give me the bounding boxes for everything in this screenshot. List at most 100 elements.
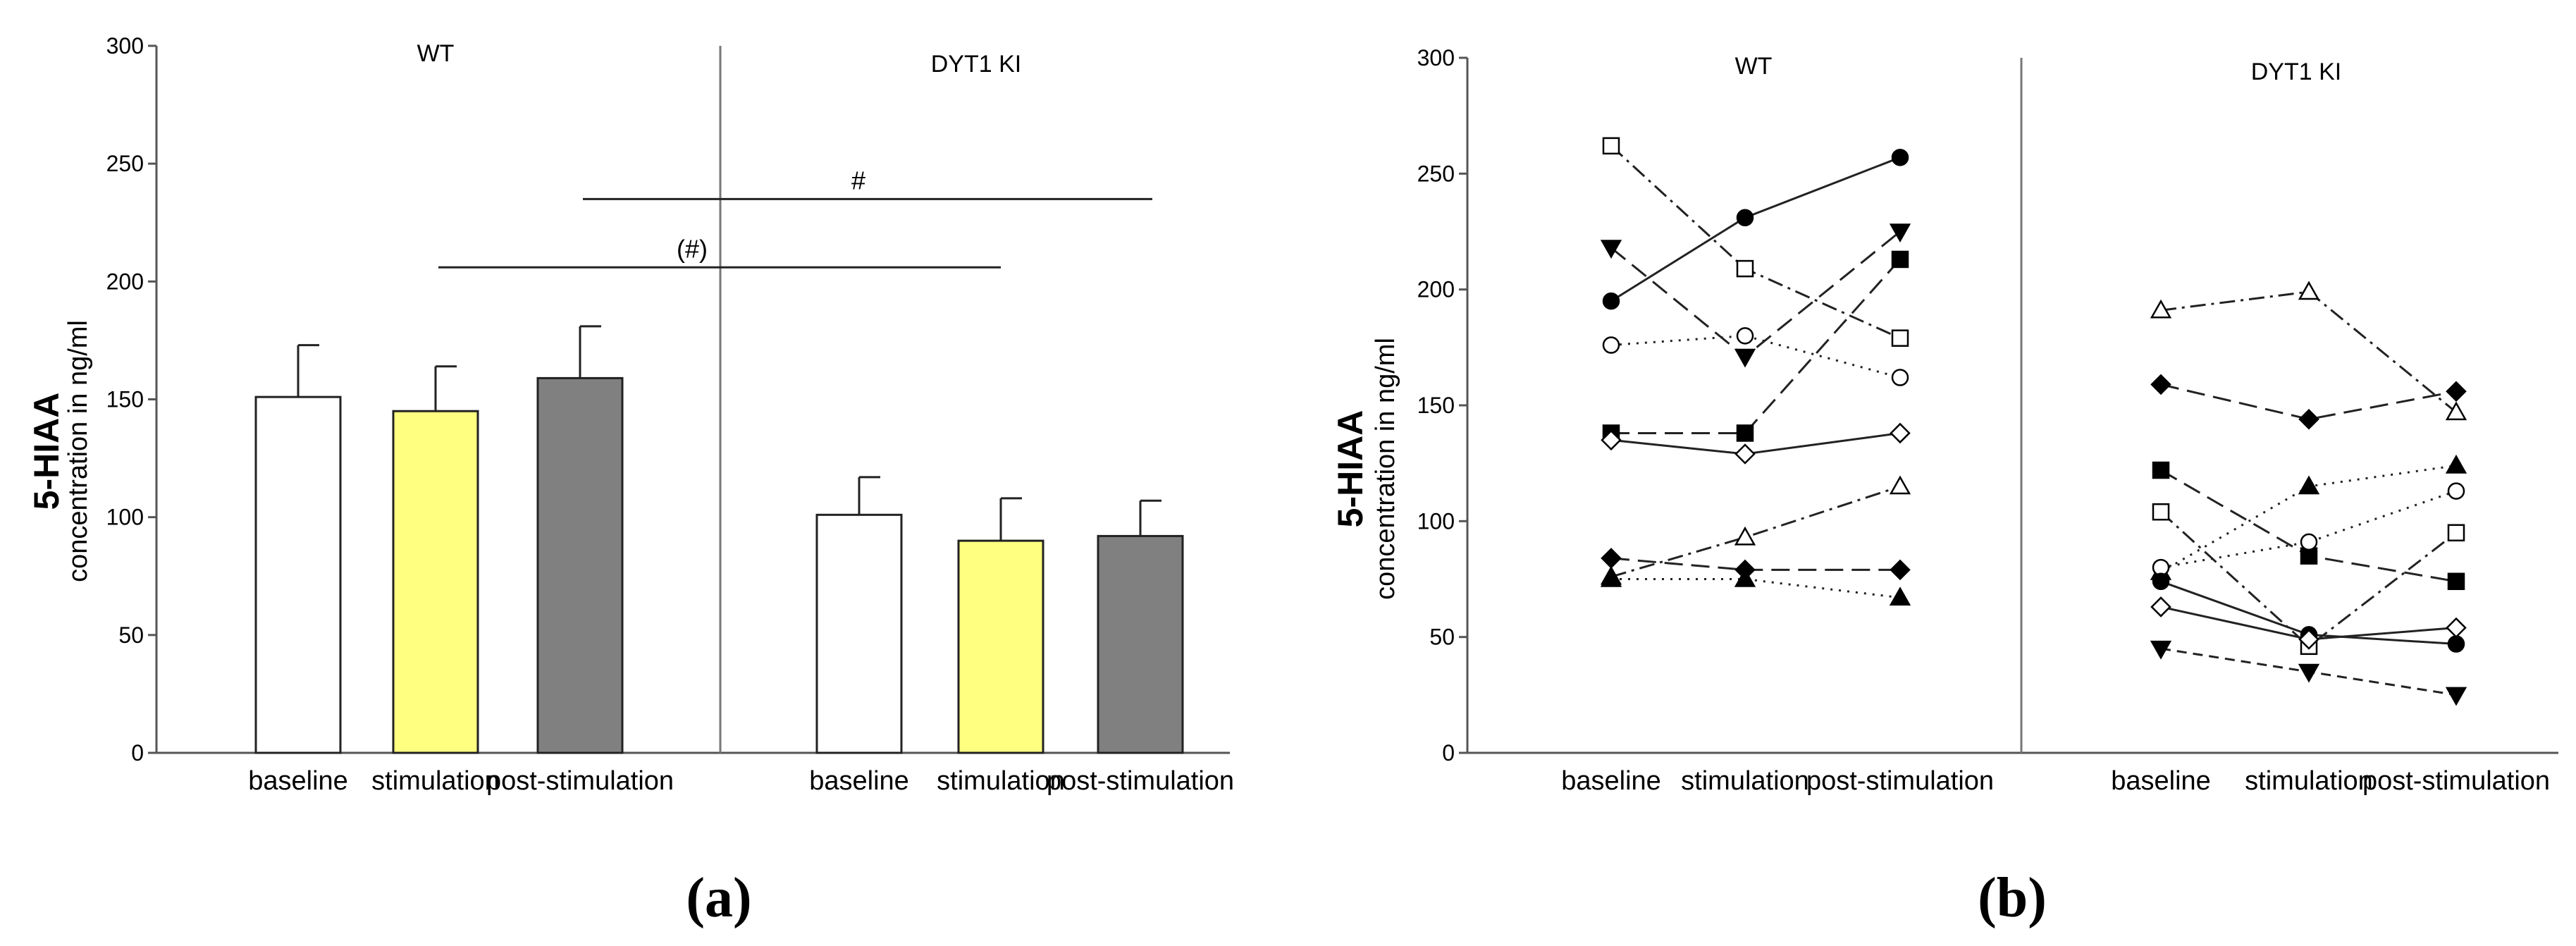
panel-a-group-label-wt: WT [417,40,455,67]
series-line [1611,258,1902,434]
panel-b-ylabel-main: 5-HIAA [1331,410,1370,528]
data-point [2447,524,2465,542]
data-point [1601,548,1622,569]
data-point [2447,572,2465,591]
data-point [2150,640,2172,660]
panel-b-cat-label: stimulation [2245,766,2373,796]
data-point [1736,327,1754,345]
data-point [1889,586,1911,606]
panel-a-y-tick-label: 250 [106,151,144,176]
data-point [2298,663,2320,683]
data-point [1602,292,1620,310]
significance-label: # [851,166,865,195]
data-point [1602,336,1620,354]
bar [254,395,342,754]
series-line [1610,431,1901,455]
series-line [1610,156,1901,302]
data-point [1601,429,1622,451]
data-point [2150,299,2172,319]
panel-a-bar-chart: 0 50 100 150 200 250 300 # (#) WT DYT1 KI basel… [27,33,1234,929]
panel-b-y-tick-label: 50 [1429,625,1455,650]
data-point [1891,329,1909,347]
panel-a-cat-label: stimulation [371,766,500,796]
data-point [2152,503,2170,521]
panel-a-ylabel-sub: concentration in ng/ml [63,320,93,582]
data-point [1600,240,1622,259]
data-point [1600,567,1622,587]
data-point [1889,475,1911,495]
data-point [2298,408,2319,430]
panel-b-cat-label: baseline [1561,766,1661,796]
panel-a-y-tick-label: 200 [106,269,144,294]
data-point [2447,635,2465,653]
panel-b-cat-label: baseline [2111,766,2211,796]
panel-b-ylabel-sub: concentration in ng/ml [1371,338,1400,600]
panel-b-y-tick-label: 150 [1417,393,1455,418]
data-point [2298,629,2319,650]
panel-b-line-chart: 0 50 100 150 200 250 300 WT DYT1 KI baseline s… [1331,45,2558,929]
data-point [1734,348,1756,368]
data-point [1891,149,1909,166]
data-point [1734,443,1756,465]
data-point [1891,250,1909,269]
bar [957,539,1044,754]
panel-b-label: (b) [1978,867,2047,929]
panel-a-cat-label: post-stimulation [486,766,674,796]
series-line [1611,578,1901,599]
panel-a-bars [254,325,1184,754]
panel-a-y-tick-label: 300 [106,33,144,59]
panel-a-cat-label: baseline [248,766,348,796]
panel-b-y-tick-label: 250 [1417,161,1455,186]
panel-b-group-label-wt: WT [1735,53,1773,80]
data-point [1890,422,1911,444]
panel-b-cat-label: post-stimulation [1806,766,1994,796]
panel-b-y-tick-label: 0 [1442,740,1455,766]
data-point [2446,617,2467,639]
panel-a-cat-label: post-stimulation [1047,766,1234,796]
panel-a-group-label-dyt1: DYT1 KI [931,51,1021,78]
data-point [2152,461,2170,479]
panel-b-y-tick-label: 300 [1417,45,1455,70]
panel-a-ylabel-main: 5-HIAA [27,393,66,510]
bar [536,376,624,754]
data-point [2445,401,2467,421]
panel-a-significance: # (#) [438,166,1152,269]
panel-b-y-tick-label: 100 [1417,508,1455,534]
data-point [1890,559,1911,581]
series-line [1610,334,1901,379]
panel-a-label: (a) [686,867,751,929]
data-point [1889,223,1911,243]
data-point [2150,374,2171,395]
data-point [2446,381,2467,403]
data-point [2298,475,2320,495]
panel-b-cat-label: post-stimulation [2362,766,2550,796]
panel-b-cat-label: stimulation [1681,766,1809,796]
panel-b-y-tick-label: 200 [1417,277,1455,302]
bar [392,410,479,754]
data-point [2447,482,2465,500]
series-line [1610,557,1900,571]
data-point [1602,137,1620,155]
data-point [1734,526,1756,546]
panel-a-cat-label: baseline [809,766,909,796]
bar [815,513,903,754]
data-point [2445,454,2467,474]
panel-b-axes: 0 50 100 150 200 250 300 [1417,45,2558,766]
panel-a-cat-label: stimulation [937,766,1065,796]
panel-b-group-label-dyt1: DYT1 KI [2251,59,2341,85]
data-point [2445,687,2467,706]
panel-a-y-tick-label: 50 [118,622,144,648]
data-point [1736,259,1754,278]
data-point [1734,567,1756,587]
data-point [1736,209,1754,227]
series-line [2160,290,2457,414]
significance-label: (#) [677,234,708,263]
bar [1097,534,1184,754]
panel-a-y-tick-label: 100 [106,505,144,530]
panel-b-series [1600,137,2467,706]
panel-a-y-tick-label: 0 [131,740,144,766]
series-line [2160,490,2457,569]
series-line [1610,485,1901,578]
